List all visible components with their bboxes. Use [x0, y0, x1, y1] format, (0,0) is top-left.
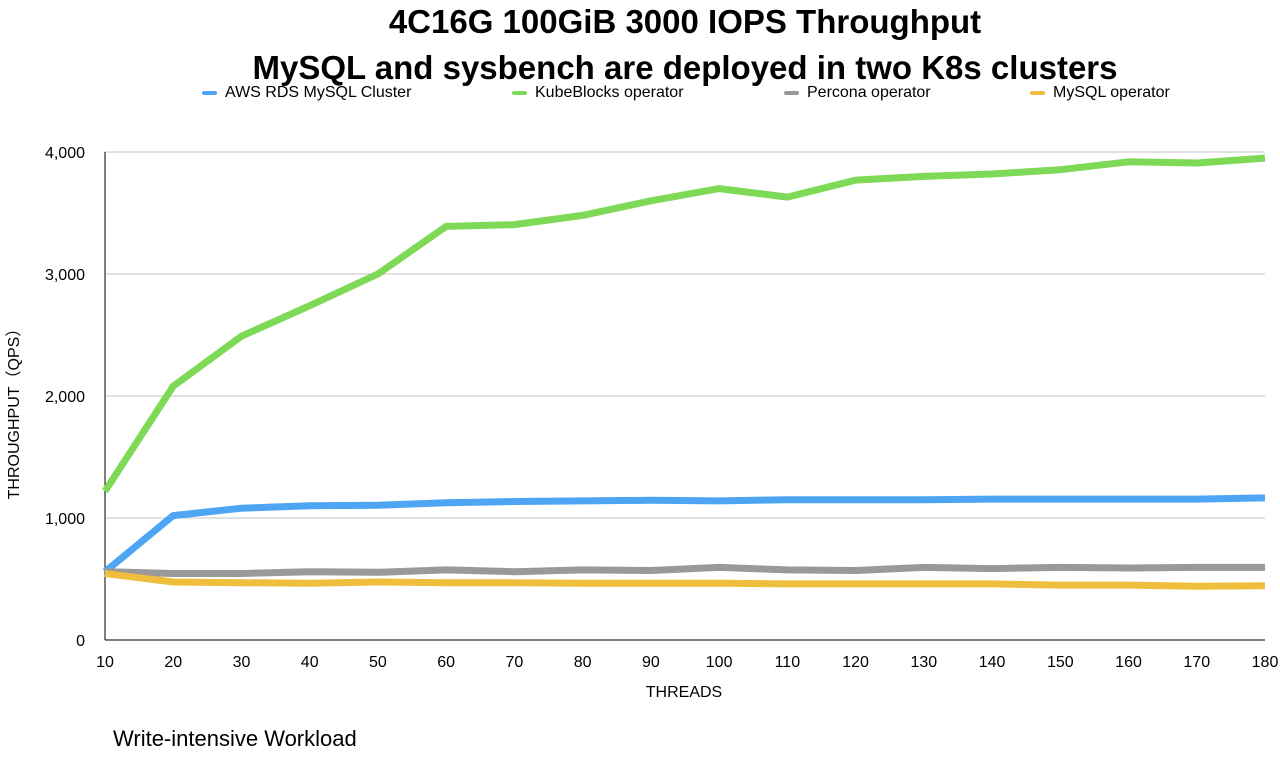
- series-lines: [102, 154, 1266, 590]
- chart-legend: AWS RDS MySQL Cluster KubeBlocks operato…: [0, 84, 1280, 104]
- x-tick-label: 160: [1115, 654, 1142, 671]
- x-tick-label: 130: [910, 654, 937, 671]
- x-tick-label: 30: [233, 654, 251, 671]
- series-line-0: [102, 494, 1266, 575]
- legend-item-mysql-operator: MySQL operator: [1030, 84, 1170, 102]
- legend-label-percona: Percona operator: [807, 84, 931, 101]
- chart-title: 4C16G 100GiB 3000 IOPS Throughput: [388, 3, 982, 40]
- x-tick-label: 140: [979, 654, 1006, 671]
- series-line-2: [104, 563, 1265, 577]
- legend-swatch-percona: [784, 91, 799, 95]
- y-axis-title: THROUGHPUT（QPS）: [5, 321, 23, 500]
- axes: [104, 152, 1265, 641]
- legend-item-aws-rds: AWS RDS MySQL Cluster: [202, 84, 411, 102]
- x-tick-label: 100: [706, 654, 733, 671]
- x-tick-label: 60: [437, 654, 455, 671]
- workload-caption: Write-intensive Workload: [113, 726, 357, 751]
- legend-label-aws-rds: AWS RDS MySQL Cluster: [225, 84, 412, 101]
- y-tick-label: 2,000: [45, 389, 85, 406]
- series-line-1: [102, 154, 1266, 494]
- legend-label-kubeblocks: KubeBlocks operator: [535, 84, 684, 101]
- y-tick-label: 4,000: [45, 145, 85, 162]
- x-tick-label: 70: [506, 654, 524, 671]
- x-tick-label: 50: [369, 654, 387, 671]
- x-axis-title: THREADS: [646, 684, 722, 701]
- x-tick-label: 150: [1047, 654, 1074, 671]
- x-tick-labels: 10 20 30 40 50 60 70 80 90 100 110 120 130 140 150 160 1…: [96, 654, 1278, 671]
- legend-swatch-aws-rds: [202, 91, 217, 95]
- y-tick-label: 0: [76, 633, 85, 650]
- y-tick-labels: 0 1,000 2,000 3,000 4,000: [45, 145, 85, 650]
- x-tick-label: 20: [164, 654, 182, 671]
- legend-swatch-kubeblocks: [512, 91, 527, 95]
- legend-label-mysql-operator: MySQL operator: [1053, 84, 1170, 101]
- gridlines: [105, 151, 1265, 519]
- legend-item-percona: Percona operator: [784, 84, 931, 102]
- x-tick-label: 40: [301, 654, 319, 671]
- y-tick-label: 3,000: [45, 267, 85, 284]
- x-tick-label: 120: [842, 654, 869, 671]
- x-tick-label: 80: [574, 654, 592, 671]
- x-tick-label: 90: [642, 654, 660, 671]
- y-tick-label: 1,000: [45, 511, 85, 528]
- x-tick-label: 170: [1183, 654, 1210, 671]
- series-line-3: [104, 570, 1266, 590]
- legend-item-kubeblocks: KubeBlocks operator: [512, 84, 684, 102]
- x-tick-label: 180: [1252, 654, 1279, 671]
- chart-subtitle: MySQL and sysbench are deployed in two K…: [252, 49, 1118, 86]
- x-tick-label: 10: [96, 654, 114, 671]
- x-tick-label: 110: [775, 654, 801, 671]
- legend-swatch-mysql-operator: [1030, 91, 1045, 95]
